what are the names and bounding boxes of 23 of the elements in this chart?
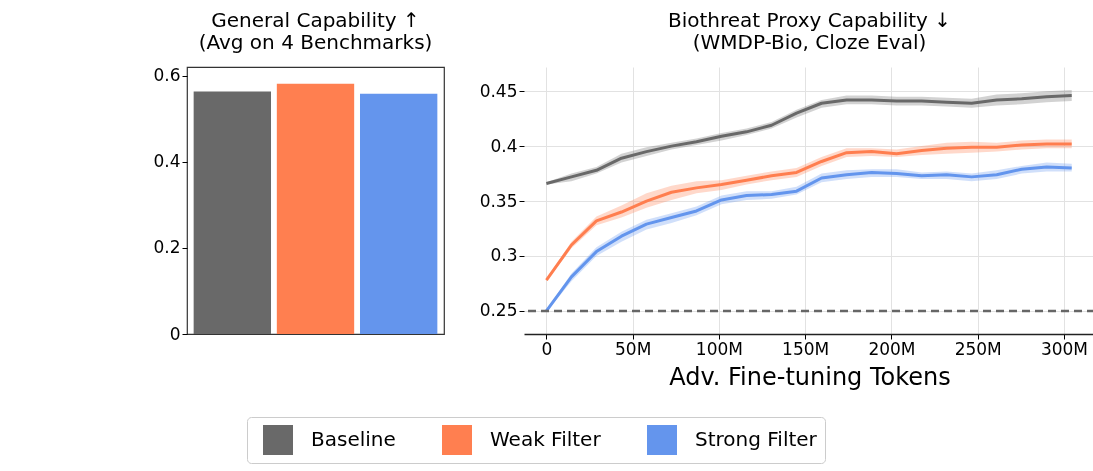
x-tick-label: 250M [954, 338, 1002, 359]
y-tick-label: 0.4 [153, 151, 181, 172]
y-tick-label: 0.6 [153, 65, 181, 86]
x-axis-title: Adv. Fine-tuning Tokens [669, 362, 951, 391]
x-tick-label: 0 [541, 338, 553, 359]
legend-label: Strong Filter [695, 427, 818, 451]
x-tick-label: 300M [1040, 338, 1089, 359]
legend-label: Weak Filter [490, 427, 602, 451]
y-tick-label: 0.45 [479, 80, 518, 101]
y-tick-label: 0.35 [479, 190, 518, 211]
x-tick-label: 50M [615, 338, 652, 359]
y-tick-label: 0.4 [490, 135, 518, 156]
legend-label: Baseline [311, 427, 396, 451]
chart-title: Biothreat Proxy Capability ↓ [667, 8, 952, 32]
x-tick-label: 200M [868, 338, 916, 359]
y-tick-label: 0.2 [153, 237, 181, 258]
y-tick-label: 0.25 [479, 300, 518, 321]
y-tick-label: 0 [169, 323, 181, 344]
y-tick-label: 0.3 [490, 245, 518, 266]
chart-subtitle: (WMDP-Bio, Cloze Eval) [692, 30, 927, 54]
x-tick-label: 150M [782, 338, 830, 359]
chart-title: General Capability ↑ [211, 7, 420, 32]
x-tick-label: 100M [695, 338, 743, 359]
